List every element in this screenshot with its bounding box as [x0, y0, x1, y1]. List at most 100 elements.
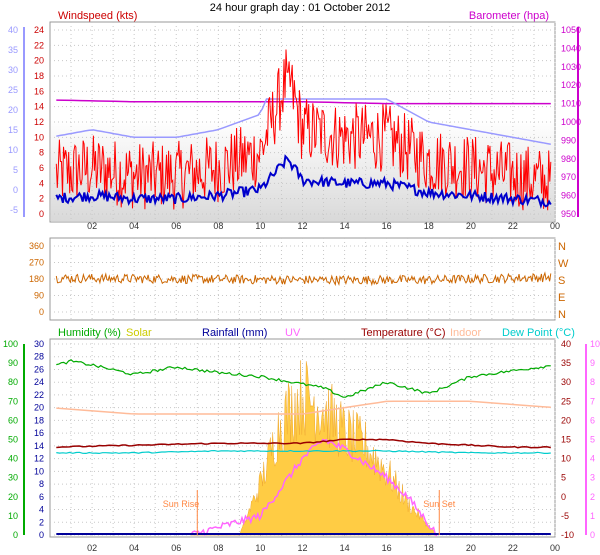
uv-tick-label: 3	[590, 473, 595, 483]
direction-tick-label: 180	[29, 274, 44, 284]
compass-label: N	[558, 309, 566, 321]
windspeed-series	[55, 49, 552, 211]
time-tick-label: 06	[171, 221, 181, 231]
temperature-tick-label: 10	[561, 454, 571, 464]
direction-tick-label: 270	[29, 258, 44, 268]
secondary-tick-label: 10	[8, 145, 18, 155]
rainfall-tick-label: 12	[34, 454, 44, 464]
time-tick-label: 18	[424, 221, 434, 231]
direction-tick-label: 360	[29, 241, 44, 251]
barometer-tick-label: 1000	[561, 117, 581, 127]
temperature-tick-label: 35	[561, 358, 571, 368]
chart-title: 24 hour graph day : 01 October 2012	[210, 2, 390, 14]
uv-series	[190, 438, 438, 537]
barometer-tick-label: 980	[561, 154, 576, 164]
rainfall-tick-label: 8	[39, 479, 44, 489]
barometer-tick-label: 1030	[561, 62, 581, 72]
humidity-tick-label: 20	[8, 492, 18, 502]
uv-tick-label: 6	[590, 415, 595, 425]
barometer-tick-label: 950	[561, 209, 576, 219]
legend-indoor: Indoor	[450, 327, 482, 339]
windspeed-tick-label: 8	[39, 148, 44, 158]
temperature-tick-label: 15	[561, 435, 571, 445]
rainfall-tick-label: 16	[34, 428, 44, 438]
legend-solar: Solar	[126, 327, 152, 339]
humidity-series	[56, 359, 551, 398]
time-tick-label: 00	[550, 221, 560, 231]
humidity-tick-label: 50	[8, 435, 18, 445]
temperature-tick-label: 20	[561, 415, 571, 425]
legend-temperature: Temperature (°C)	[361, 327, 445, 339]
windspeed-tick-label: 4	[39, 178, 44, 188]
uv-tick-label: 9	[590, 358, 595, 368]
rainfall-tick-label: 30	[34, 339, 44, 349]
windspeed-tick-label: 6	[39, 163, 44, 173]
humidity-tick-label: 100	[3, 339, 18, 349]
secondary-tick-label: 20	[8, 105, 18, 115]
sunset-label: Sun Set	[423, 499, 456, 509]
barometer-tick-label: 970	[561, 172, 576, 182]
secondary-tick-label: 15	[8, 125, 18, 135]
barometer-tick-label: 1040	[561, 43, 581, 53]
time-tick-label: 02	[87, 543, 97, 553]
rainfall-tick-label: 28	[34, 352, 44, 362]
time-tick-label: 00	[550, 543, 560, 553]
barometer-tick-label: 960	[561, 191, 576, 201]
rainfall-tick-label: 20	[34, 403, 44, 413]
windspeed-tick-label: 18	[34, 71, 44, 81]
indoor-series	[56, 400, 551, 415]
temperature-tick-label: 5	[561, 473, 566, 483]
temperature-tick-label: 30	[561, 377, 571, 387]
humidity-tick-label: 30	[8, 473, 18, 483]
time-tick-label: 12	[297, 221, 307, 231]
direction-tick-label: 90	[34, 291, 44, 301]
uv-tick-label: 1	[590, 511, 595, 521]
time-tick-label: 16	[382, 221, 392, 231]
time-tick-label: 20	[466, 221, 476, 231]
secondary-tick-label: 35	[8, 45, 18, 55]
windspeed-tick-label: 20	[34, 56, 44, 66]
barometer-series	[56, 99, 551, 105]
windspeed-tick-label: 16	[34, 86, 44, 96]
barometer-tick-label: 1020	[561, 80, 581, 90]
time-tick-label: 10	[255, 221, 265, 231]
time-tick-label: 14	[340, 221, 350, 231]
legend-rainfall: Rainfall (mm)	[202, 327, 267, 339]
rainfall-tick-label: 6	[39, 492, 44, 502]
compass-label: N	[558, 241, 566, 253]
uv-tick-label: 2	[590, 492, 595, 502]
rainfall-tick-label: 2	[39, 517, 44, 527]
humidity-tick-label: 90	[8, 358, 18, 368]
uv-tick-label: 0	[590, 530, 595, 540]
rainfall-tick-label: 14	[34, 441, 44, 451]
time-tick-label: 06	[171, 543, 181, 553]
dewpoint-series	[56, 449, 551, 455]
time-tick-label: 02	[87, 221, 97, 231]
windspeed-tick-label: 2	[39, 194, 44, 204]
legend-humidity: Humidity (%)	[58, 327, 121, 339]
legend-dewpoint: Dew Point (°C)	[502, 327, 575, 339]
secondary-tick-label: 0	[13, 185, 18, 195]
windspeed-tick-label: 22	[34, 40, 44, 50]
temperature-panel: 02 04 06 08 10 12 14 16 18 20 22 00 Humidity (%) So…	[3, 327, 600, 553]
rainfall-tick-label: 10	[34, 466, 44, 476]
temperature-tick-label: -5	[561, 511, 569, 521]
secondary-tick-label: 25	[8, 85, 18, 95]
uv-tick-label: 10	[590, 339, 600, 349]
secondary-tick-label: 40	[8, 25, 18, 35]
compass-label: S	[558, 275, 565, 287]
time-tick-label: 14	[340, 543, 350, 553]
sunrise-label: Sun Rise	[163, 499, 200, 509]
humidity-tick-label: 0	[13, 530, 18, 540]
uv-tick-label: 4	[590, 454, 595, 464]
secondary-tick-label: 5	[13, 165, 18, 175]
legend-uv: UV	[285, 327, 301, 339]
compass-label: W	[558, 258, 569, 270]
windspeed-axis-label: Windspeed (kts)	[58, 10, 137, 22]
temperature-tick-label: 40	[561, 339, 571, 349]
wind-panel: 02 04 06 08 10 12 14 16 18 20 22 00 Windspeed (kts)…	[8, 10, 581, 231]
temperature-tick-label: -10	[561, 530, 574, 540]
